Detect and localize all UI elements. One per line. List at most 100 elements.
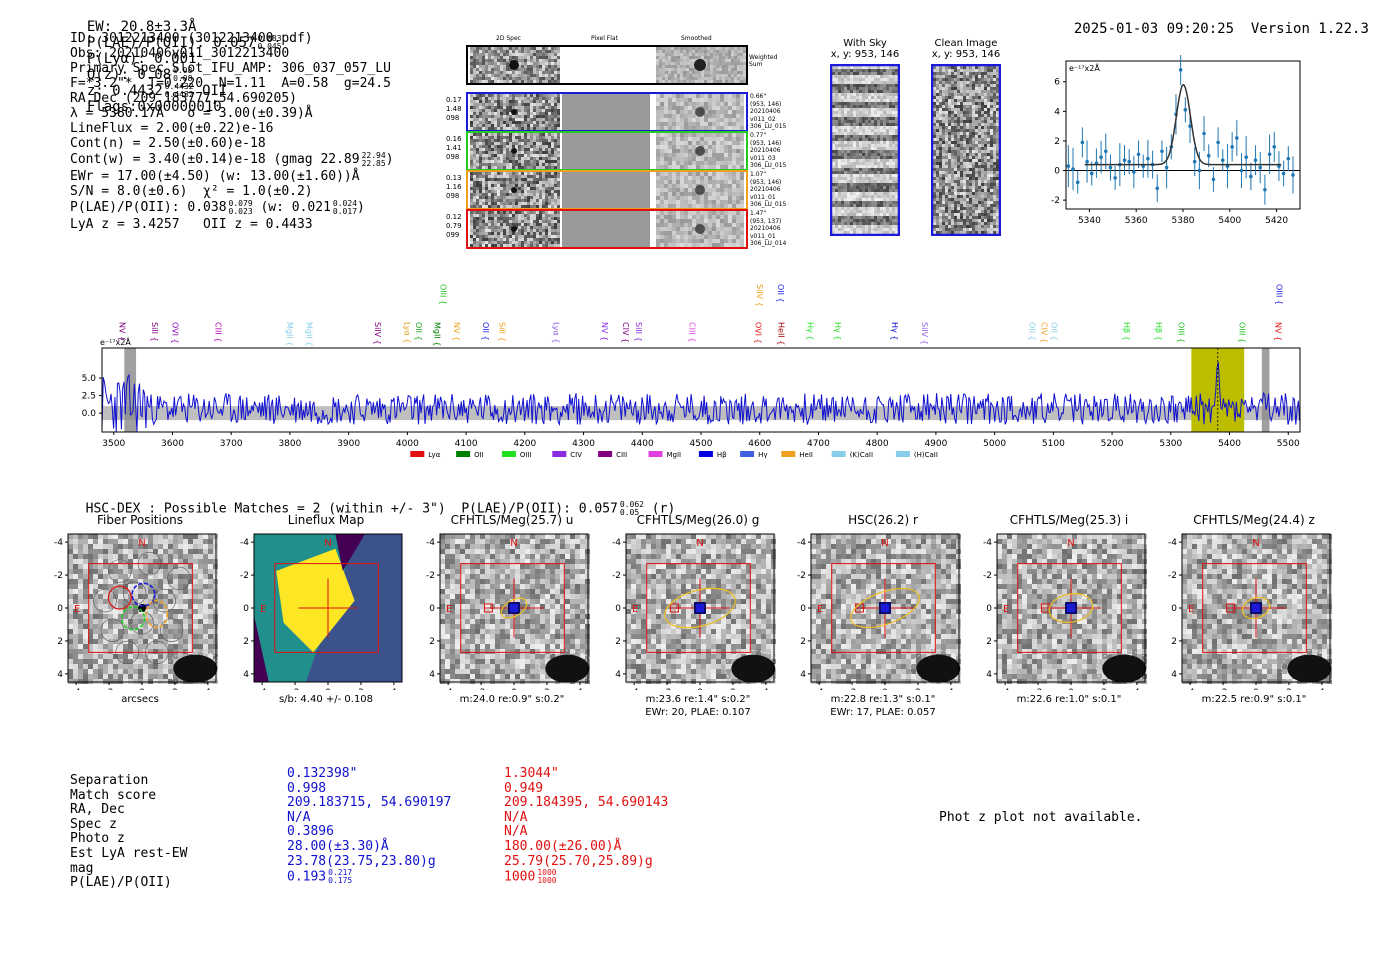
noise-pixel <box>548 241 551 244</box>
sky-pixel <box>883 81 886 84</box>
smooth-pixel <box>720 161 724 165</box>
cutout-row-info: 20210406 <box>750 186 781 193</box>
noise-pixel <box>542 223 545 226</box>
cutout-row-info: 20210406 <box>750 108 781 115</box>
noise-pixel <box>482 211 485 214</box>
noise-pixel <box>473 199 476 202</box>
sky-pixel <box>883 174 886 177</box>
smooth-pixel <box>712 172 716 176</box>
sky-pixel <box>859 186 862 189</box>
sky-pixel <box>883 123 886 126</box>
noise-pixel <box>473 59 476 62</box>
noise-pixel <box>518 56 521 59</box>
sky-pixel <box>838 156 841 159</box>
noise-pixel <box>500 241 503 244</box>
noise-pixel <box>482 53 485 56</box>
clean-pixel <box>972 156 975 159</box>
noise-pixel <box>470 187 473 190</box>
noise-pixel <box>743 65 746 68</box>
smooth-pixel <box>732 188 736 192</box>
noise-pixel <box>506 226 509 229</box>
noise-pixel <box>527 148 530 151</box>
noise-pixel <box>677 56 680 59</box>
sky-pixel <box>868 198 871 201</box>
noise-pixel <box>485 178 488 181</box>
noise-pixel <box>530 166 533 169</box>
sky-pixel <box>847 189 850 192</box>
noise-pixel <box>551 160 554 163</box>
noise-pixel <box>554 196 557 199</box>
sky-pixel <box>874 159 877 162</box>
smooth-pixel <box>696 157 700 161</box>
clean-pixel <box>945 147 948 150</box>
noise-pixel <box>503 133 506 136</box>
noise-pixel <box>515 163 518 166</box>
clean-pixel <box>993 78 996 81</box>
noise-pixel <box>479 124 482 127</box>
noise-pixel <box>518 94 521 97</box>
sky-pixel <box>871 114 874 117</box>
noise-pixel <box>530 193 533 196</box>
sky-pixel <box>868 126 871 129</box>
sky-pixel <box>889 135 892 138</box>
smooth-pixel <box>684 172 688 176</box>
noise-pixel <box>692 68 695 71</box>
sky-pixel <box>883 180 886 183</box>
sky-pixel <box>844 186 847 189</box>
noise-pixel <box>533 235 536 238</box>
sky-pixel <box>868 201 871 204</box>
sky-pixel <box>895 198 898 201</box>
smooth-pixel <box>656 114 660 118</box>
smooth-pixel <box>696 118 700 122</box>
sky-pixel <box>886 210 889 213</box>
noise-pixel <box>482 229 485 232</box>
smooth-pixel <box>728 227 732 231</box>
sky-pixel <box>838 150 841 153</box>
noise-pixel <box>686 53 689 56</box>
noise-pixel <box>536 106 539 109</box>
sky-pixel <box>856 132 859 135</box>
sky-pixel <box>850 75 853 78</box>
noise-pixel <box>701 47 704 50</box>
sky-pixel <box>862 198 865 201</box>
sky-pixel <box>862 195 865 198</box>
sky-pixel <box>865 69 868 72</box>
noise-pixel <box>509 94 512 97</box>
sky-pixel <box>859 216 862 219</box>
smooth-pixel <box>736 161 740 165</box>
noise-pixel <box>557 47 560 50</box>
smooth-pixel <box>680 200 684 204</box>
noise-pixel <box>533 187 536 190</box>
clean-pixel <box>936 96 939 99</box>
noise-pixel <box>512 80 515 83</box>
sky-pixel <box>844 66 847 69</box>
sky-pixel <box>850 159 853 162</box>
smooth-pixel <box>704 180 708 184</box>
clean-pixel <box>978 105 981 108</box>
noise-pixel <box>491 65 494 68</box>
sky-pixel <box>853 162 856 165</box>
clean-pixel <box>942 102 945 105</box>
sky-pixel <box>862 141 865 144</box>
noise-pixel <box>716 68 719 71</box>
clean-pixel <box>942 141 945 144</box>
noise-pixel <box>494 53 497 56</box>
clean-pixel <box>975 126 978 129</box>
noise-pixel <box>545 232 548 235</box>
smooth-pixel <box>708 231 712 235</box>
smooth-pixel <box>736 114 740 118</box>
clean-pixel <box>996 111 999 114</box>
sky-pixel <box>865 198 868 201</box>
sky-pixel <box>853 81 856 84</box>
clean-pixel <box>933 126 936 129</box>
noise-pixel <box>656 53 659 56</box>
sky-pixel <box>871 144 874 147</box>
noise-pixel <box>500 127 503 130</box>
clean-pixel <box>960 138 963 141</box>
noise-pixel <box>509 118 512 121</box>
sky-pixel <box>895 159 898 162</box>
noise-pixel <box>509 148 512 151</box>
noise-pixel <box>509 124 512 127</box>
clean-pixel <box>939 66 942 69</box>
smooth-pixel <box>688 196 692 200</box>
